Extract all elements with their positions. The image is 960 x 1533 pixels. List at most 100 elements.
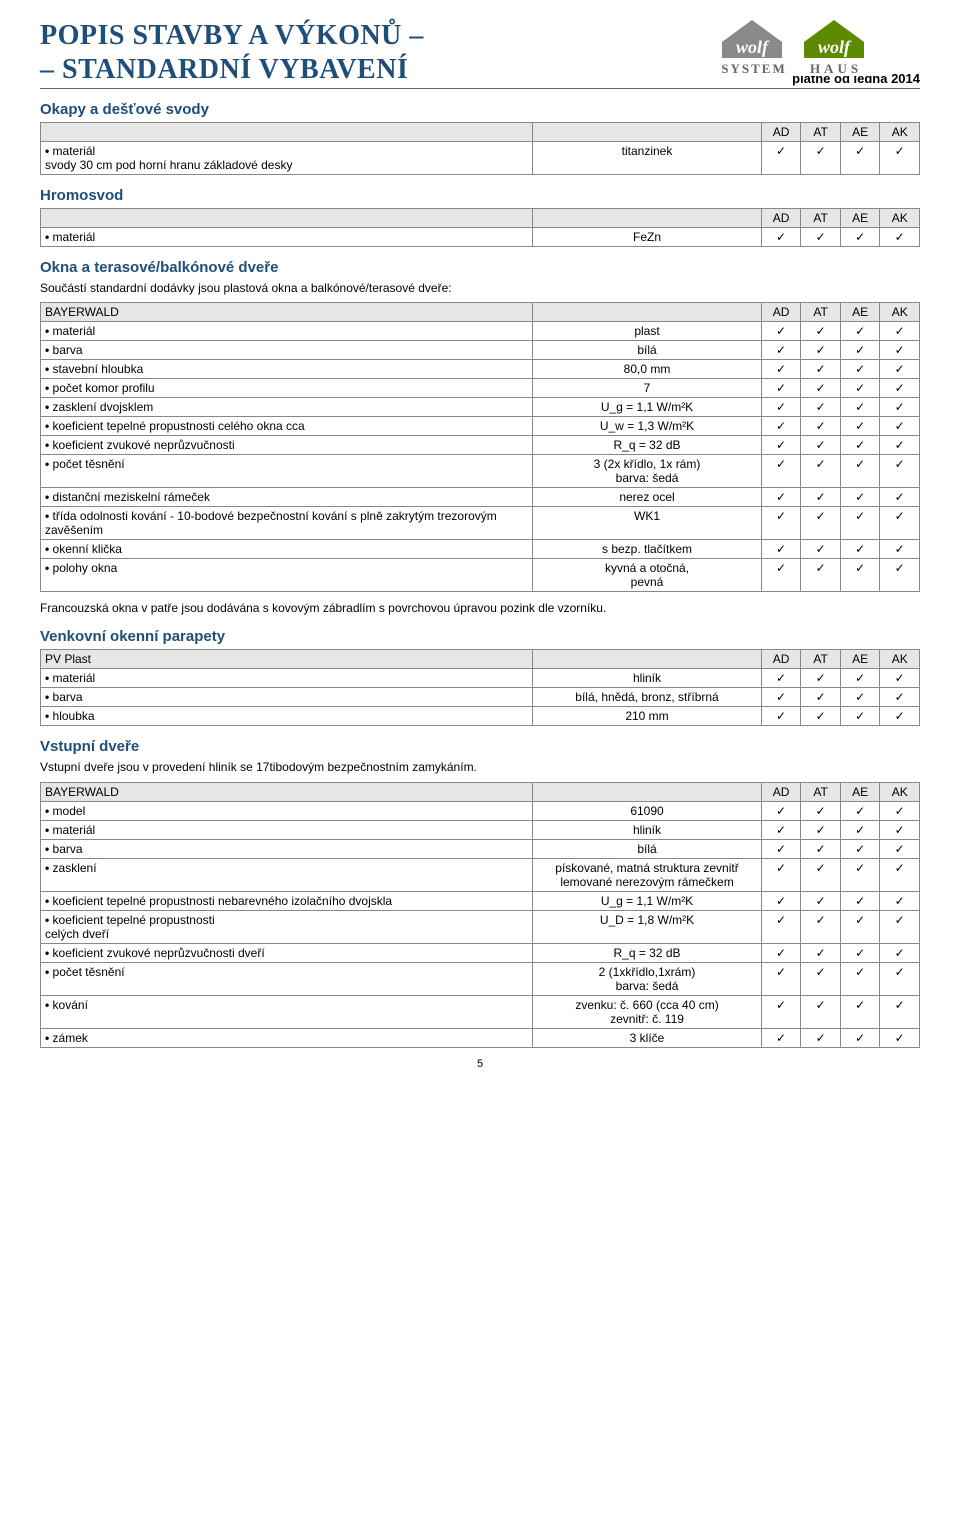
table-row: okenní kličkas bezp. tlačítkem✓✓✓✓ [41, 540, 920, 559]
check-cell: ✓ [761, 707, 801, 726]
svg-text:wolf: wolf [736, 37, 770, 57]
check-cell: ✓ [880, 559, 920, 592]
col-ad: AD [761, 209, 801, 228]
check-cell: ✓ [761, 962, 801, 995]
svg-text:HAUS: HAUS [810, 61, 862, 76]
brand-cell: BAYERWALD [41, 782, 533, 801]
check-cell: ✓ [880, 1028, 920, 1047]
check-cell: ✓ [761, 322, 801, 341]
col-ad: AD [761, 123, 801, 142]
row-value: U_D = 1,8 W/m²K [533, 910, 762, 943]
check-cell: ✓ [761, 488, 801, 507]
row-value: bílá, hnědá, bronz, stříbrná [533, 688, 762, 707]
row-value: hliník [533, 820, 762, 839]
col-ak: AK [880, 650, 920, 669]
check-cell: ✓ [761, 858, 801, 891]
check-cell: ✓ [801, 488, 841, 507]
row-label: barva [53, 690, 83, 704]
table-row: stavební hloubka80,0 mm✓✓✓✓ [41, 360, 920, 379]
table-okna: BAYERWALD AD AT AE AK materiálplast✓✓✓✓b… [40, 302, 920, 592]
brand-cell: BAYERWALD [41, 303, 533, 322]
table-row: barvabílá✓✓✓✓ [41, 839, 920, 858]
check-cell: ✓ [880, 669, 920, 688]
table-row: počet komor profilu7✓✓✓✓ [41, 379, 920, 398]
check-cell: ✓ [801, 228, 841, 247]
check-cell: ✓ [761, 891, 801, 910]
table-okapy: AD AT AE AK materiál svody 30 cm pod hor… [40, 122, 920, 175]
check-cell: ✓ [840, 417, 880, 436]
row-value: FeZn [533, 228, 762, 247]
check-cell: ✓ [801, 801, 841, 820]
row-value: hliník [533, 669, 762, 688]
table-row: barvabílá, hnědá, bronz, stříbrná✓✓✓✓ [41, 688, 920, 707]
row-label-2: svody 30 cm pod horní hranu základové de… [45, 158, 292, 172]
row-value: plast [533, 322, 762, 341]
check-cell: ✓ [880, 995, 920, 1028]
check-cell: ✓ [880, 360, 920, 379]
svg-text:wolf: wolf [818, 37, 852, 57]
check-cell: ✓ [840, 360, 880, 379]
section-hromosvod-title: Hromosvod [40, 187, 920, 204]
row-label: kování [53, 998, 88, 1012]
section-okapy-title: Okapy a dešťové svody [40, 101, 920, 118]
check-cell: ✓ [801, 820, 841, 839]
main-title-2: – STANDARDNÍ VYBAVENÍ [40, 54, 408, 86]
row-value: bílá [533, 839, 762, 858]
row-label: koeficient tepelné propustnosti celého o… [53, 419, 305, 433]
row-value: 61090 [533, 801, 762, 820]
row-value: titanzinek [533, 142, 762, 175]
section-okna-title: Okna a terasové/balkónové dveře [40, 259, 920, 276]
row-label: koeficient zvukové neprůzvučnosti dveří [53, 946, 265, 960]
check-cell: ✓ [840, 1028, 880, 1047]
table-row: model61090✓✓✓✓ [41, 801, 920, 820]
check-cell: ✓ [840, 379, 880, 398]
col-at: AT [801, 650, 841, 669]
check-cell: ✓ [840, 398, 880, 417]
check-cell: ✓ [880, 801, 920, 820]
check-cell: ✓ [801, 559, 841, 592]
table-row: koeficient tepelné propustnosti nebarevn… [41, 891, 920, 910]
row-value: 80,0 mm [533, 360, 762, 379]
row-label: polohy okna [53, 561, 118, 575]
check-cell: ✓ [880, 839, 920, 858]
check-cell: ✓ [801, 417, 841, 436]
check-cell: ✓ [801, 891, 841, 910]
check-cell: ✓ [880, 488, 920, 507]
check-cell: ✓ [880, 398, 920, 417]
check-cell: ✓ [880, 962, 920, 995]
row-label: barva [53, 343, 83, 357]
row-value: kyvná a otočná,pevná [533, 559, 762, 592]
table-row: kovánízvenku: č. 660 (cca 40 cm)zevnitř:… [41, 995, 920, 1028]
check-cell: ✓ [880, 417, 920, 436]
row-label: materiál [53, 230, 96, 244]
check-cell: ✓ [840, 688, 880, 707]
table-row: počet těsnění3 (2x křídlo, 1x rám)barva:… [41, 455, 920, 488]
check-cell: ✓ [880, 142, 920, 175]
row-label: barva [53, 842, 83, 856]
table-row: distanční meziskelní rámečeknerez ocel✓✓… [41, 488, 920, 507]
check-cell: ✓ [840, 839, 880, 858]
row-value: U_g = 1,1 W/m²K [533, 398, 762, 417]
check-cell: ✓ [880, 910, 920, 943]
check-cell: ✓ [801, 142, 841, 175]
check-cell: ✓ [801, 379, 841, 398]
check-cell: ✓ [840, 540, 880, 559]
col-at: AT [801, 782, 841, 801]
row-value: WK1 [533, 507, 762, 540]
check-cell: ✓ [801, 1028, 841, 1047]
check-cell: ✓ [880, 341, 920, 360]
check-cell: ✓ [840, 995, 880, 1028]
col-ak: AK [880, 123, 920, 142]
table-row: třída odolnosti kování - 10-bodové bezpe… [41, 507, 920, 540]
page-header: POPIS STAVBY A VÝKONŮ – – STANDARDNÍ VYB… [40, 20, 920, 89]
check-cell: ✓ [880, 455, 920, 488]
row-label: zasklení dvojsklem [53, 400, 154, 414]
row-label: materiál [53, 144, 96, 158]
check-cell: ✓ [801, 398, 841, 417]
check-cell: ✓ [880, 379, 920, 398]
check-cell: ✓ [761, 436, 801, 455]
check-cell: ✓ [840, 891, 880, 910]
table-row: koeficient zvukové neprůzvučnostiR_q = 3… [41, 436, 920, 455]
wolf-logo: wolf SYSTEM wolf HAUS [710, 12, 920, 82]
check-cell: ✓ [761, 398, 801, 417]
